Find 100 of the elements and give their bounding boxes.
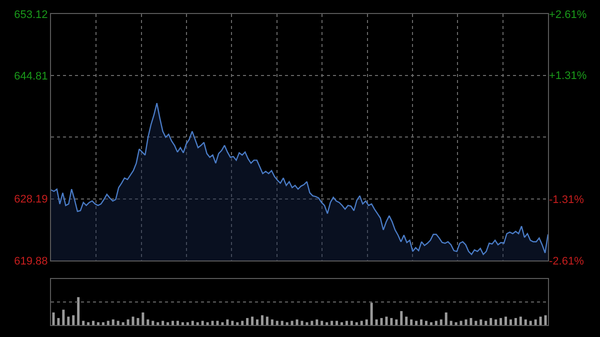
bar bbox=[96, 322, 100, 325]
bar bbox=[539, 316, 542, 325]
bar bbox=[116, 320, 120, 325]
y2-tick-label: -1.31% bbox=[549, 194, 584, 206]
y-tick-label: 628.19 bbox=[14, 194, 48, 206]
bar bbox=[221, 322, 224, 325]
bar bbox=[306, 322, 308, 325]
bar bbox=[480, 319, 482, 325]
bar bbox=[405, 316, 408, 325]
bar bbox=[514, 318, 517, 325]
y2-tick-label: +1.31% bbox=[549, 70, 587, 82]
bar bbox=[450, 320, 452, 325]
bar bbox=[330, 320, 334, 325]
bar bbox=[470, 318, 472, 325]
bar bbox=[246, 318, 249, 325]
bar bbox=[460, 320, 462, 325]
bar bbox=[280, 320, 284, 325]
bar bbox=[434, 320, 438, 325]
bar bbox=[474, 320, 478, 325]
bar bbox=[77, 297, 80, 325]
bar bbox=[186, 322, 189, 325]
bar bbox=[326, 322, 328, 325]
bar bbox=[136, 318, 140, 325]
bar bbox=[355, 322, 358, 325]
bar bbox=[430, 322, 432, 325]
bar bbox=[440, 319, 442, 325]
bar bbox=[484, 320, 488, 325]
bar bbox=[360, 320, 363, 325]
bar bbox=[444, 312, 448, 325]
bar bbox=[156, 322, 160, 325]
bar bbox=[345, 320, 348, 325]
bar bbox=[67, 316, 70, 325]
bar bbox=[424, 320, 428, 325]
bar bbox=[529, 320, 532, 325]
bar bbox=[276, 320, 278, 325]
y-tick-label: 619.88 bbox=[14, 255, 48, 268]
bar bbox=[300, 320, 304, 325]
bar bbox=[400, 311, 403, 325]
bar bbox=[62, 310, 65, 325]
bar bbox=[519, 316, 522, 325]
bar bbox=[320, 320, 324, 325]
bar bbox=[172, 320, 174, 325]
bar bbox=[152, 320, 154, 325]
bar bbox=[385, 316, 388, 325]
bar bbox=[106, 320, 110, 325]
bar bbox=[286, 322, 288, 325]
bar bbox=[504, 316, 507, 325]
bar bbox=[236, 322, 239, 325]
bar bbox=[509, 319, 512, 325]
bar bbox=[390, 318, 393, 325]
bar bbox=[260, 315, 264, 325]
bar bbox=[176, 320, 179, 325]
bar bbox=[206, 322, 209, 325]
bar bbox=[380, 318, 383, 325]
bar bbox=[142, 312, 144, 325]
y-tick-label: 644.81 bbox=[14, 70, 48, 82]
bar bbox=[112, 319, 114, 325]
bar bbox=[534, 319, 537, 325]
bar bbox=[72, 315, 75, 325]
bar bbox=[132, 316, 134, 325]
bar bbox=[162, 320, 164, 325]
bar bbox=[316, 319, 318, 325]
bar bbox=[365, 319, 368, 325]
bar bbox=[410, 319, 413, 325]
bar bbox=[57, 318, 60, 325]
bar bbox=[87, 322, 90, 325]
bar bbox=[490, 318, 492, 325]
bar bbox=[415, 320, 418, 325]
bar bbox=[420, 319, 423, 325]
y-tick-label: 653.12 bbox=[14, 8, 48, 21]
bar bbox=[251, 316, 254, 325]
bar bbox=[52, 312, 55, 325]
bar bbox=[500, 318, 502, 325]
bar bbox=[102, 322, 104, 325]
bar bbox=[270, 319, 274, 325]
bar bbox=[544, 315, 547, 325]
bar bbox=[191, 320, 194, 325]
bar bbox=[375, 319, 378, 325]
bar bbox=[494, 319, 498, 325]
bar bbox=[181, 322, 184, 325]
bar bbox=[350, 320, 353, 325]
bar bbox=[82, 320, 85, 325]
bar bbox=[231, 320, 234, 325]
bar bbox=[146, 319, 150, 325]
bar bbox=[126, 319, 130, 325]
bar bbox=[241, 320, 244, 325]
bar bbox=[122, 322, 124, 325]
bar bbox=[524, 319, 527, 325]
bar bbox=[336, 320, 338, 325]
bar bbox=[92, 320, 94, 325]
bar bbox=[166, 322, 170, 325]
bar bbox=[266, 316, 268, 325]
bar bbox=[290, 320, 294, 325]
bar bbox=[454, 322, 458, 325]
bar bbox=[395, 319, 398, 325]
bar bbox=[296, 319, 298, 325]
bar bbox=[211, 320, 214, 325]
bar bbox=[201, 320, 204, 325]
bar bbox=[196, 322, 199, 325]
y2-tick-label: +2.61% bbox=[549, 8, 587, 21]
